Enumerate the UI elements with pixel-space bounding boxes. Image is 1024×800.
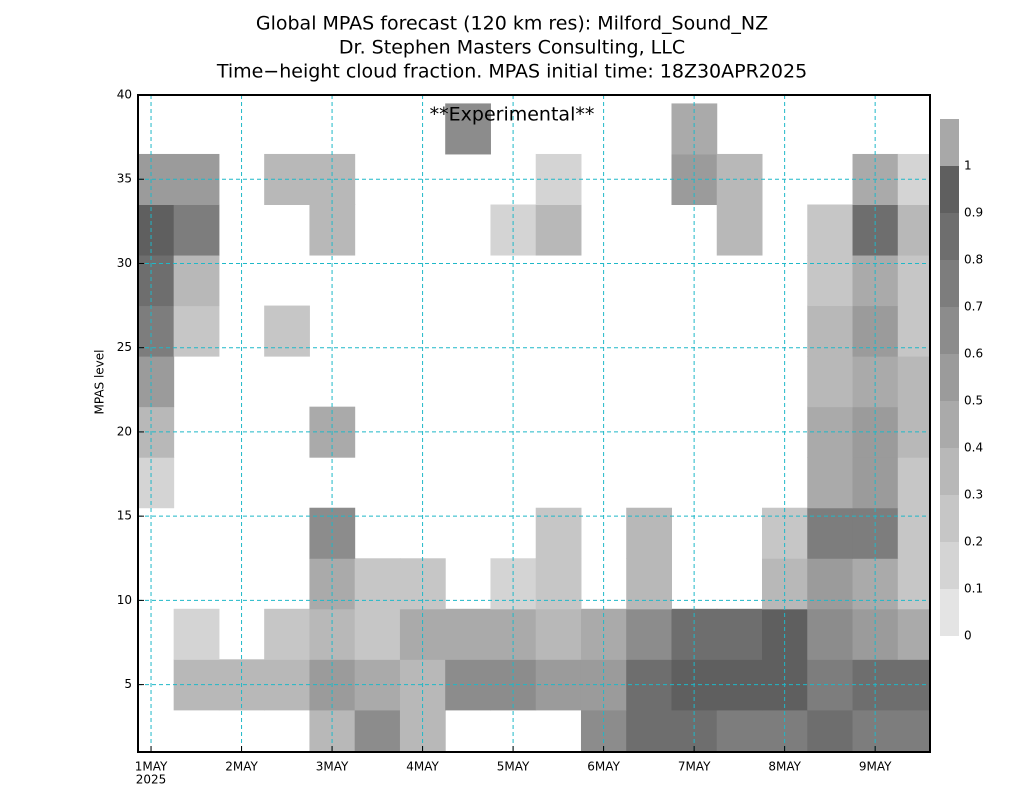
cell: [897, 204, 930, 256]
colorbar-swatch: [940, 589, 959, 636]
y-tick-label: 5: [124, 677, 132, 691]
title-line: Global MPAS forecast (120 km res): Milfo…: [256, 13, 768, 35]
colorbar-swatch: [940, 213, 959, 260]
cell: [445, 103, 491, 155]
y-tick-label: 40: [117, 88, 132, 102]
colorbar-label: 0.2: [964, 535, 983, 549]
x-tick-label: 2MAY: [225, 760, 258, 774]
colorbar-swatch: [940, 495, 959, 542]
cell: [897, 356, 930, 408]
x-tick-label: 3MAY: [316, 760, 349, 774]
cell: [264, 305, 310, 357]
y-tick-label: 30: [117, 256, 132, 270]
cell: [535, 204, 582, 256]
y-tick-label: 10: [117, 593, 132, 607]
cell: [807, 356, 854, 408]
cell: [354, 608, 401, 660]
title-line: Dr. Stephen Masters Consulting, LLC: [339, 37, 685, 59]
cell: [716, 204, 763, 256]
cell: [399, 709, 446, 752]
cell: [807, 507, 854, 559]
x-tick-label: 7MAY: [678, 760, 711, 774]
x-tick-label: 1MAY: [135, 760, 168, 774]
cell: [897, 457, 930, 509]
y-tick-label: 20: [117, 424, 132, 438]
cell: [309, 709, 356, 752]
y-tick-label: 15: [117, 509, 132, 523]
cell: [807, 204, 854, 256]
cell: [138, 204, 175, 256]
cell: [671, 709, 718, 752]
x-tick-label: 8MAY: [768, 760, 801, 774]
colorbar: 0 0.1 0.2 0.3 0.4 0.5 0.6 0.7 0.8 0.9 1: [940, 119, 983, 643]
cell: [535, 507, 582, 559]
cell: [852, 709, 899, 752]
cell: [535, 558, 582, 610]
cell: [173, 204, 220, 256]
colorbar-label: 0.4: [964, 441, 983, 455]
y-axis-label: MPAS level: [93, 350, 107, 415]
cell: [716, 608, 763, 660]
cell: [445, 608, 491, 660]
x-tick-label: 5MAY: [497, 760, 530, 774]
colorbar-label: 0.6: [964, 347, 983, 361]
colorbar-swatch: [940, 119, 959, 166]
x-tick-label: 4MAY: [406, 760, 439, 774]
colorbar-label: 0.1: [964, 582, 983, 596]
cell: [626, 608, 672, 660]
colorbar-label: 0.8: [964, 253, 983, 267]
cell: [626, 507, 672, 559]
colorbar-swatch: [940, 448, 959, 495]
cell: [807, 457, 854, 509]
colorbar-swatch: [940, 307, 959, 354]
cell: [807, 255, 854, 307]
cell: [762, 709, 808, 752]
x-tick-label: 6MAY: [587, 760, 620, 774]
title-line: Time−height cloud fraction. MPAS initial…: [216, 61, 807, 83]
x-tick-label: 9MAY: [859, 760, 892, 774]
cell: [716, 709, 763, 752]
colorbar-label: 1: [964, 159, 972, 173]
cell: [138, 457, 175, 509]
colorbar-label: 0.9: [964, 206, 983, 220]
cell: [354, 709, 401, 752]
cell: [626, 558, 672, 610]
cell: [173, 255, 220, 307]
annotation: **Experimental**: [430, 104, 595, 126]
y-tick-label: 25: [117, 340, 132, 354]
cell: [807, 709, 854, 752]
cell: [897, 608, 930, 660]
cell: [354, 558, 401, 610]
colorbar-swatch: [940, 166, 959, 213]
cell: [807, 305, 854, 357]
colorbar-swatch: [940, 542, 959, 589]
colorbar-swatch: [940, 401, 959, 448]
cell: [580, 709, 627, 752]
cell: [173, 305, 220, 357]
colorbar-label: 0: [964, 629, 972, 643]
cell: [264, 608, 310, 660]
colorbar-label: 0.3: [964, 488, 983, 502]
colorbar-label: 0.5: [964, 394, 983, 408]
cell: [173, 608, 220, 660]
colorbar-label: 0.7: [964, 300, 983, 314]
cell: [626, 709, 672, 752]
colorbar-swatch: [940, 260, 959, 307]
cell: [807, 558, 854, 610]
cell: [807, 608, 854, 660]
plot-frame: [137, 94, 931, 753]
colorbar-swatch: [940, 354, 959, 401]
x-sub-label: 2025: [136, 773, 167, 787]
cell: [535, 608, 582, 660]
cell: [138, 356, 175, 408]
cell: [897, 709, 930, 752]
y-tick-label: 35: [117, 172, 132, 186]
